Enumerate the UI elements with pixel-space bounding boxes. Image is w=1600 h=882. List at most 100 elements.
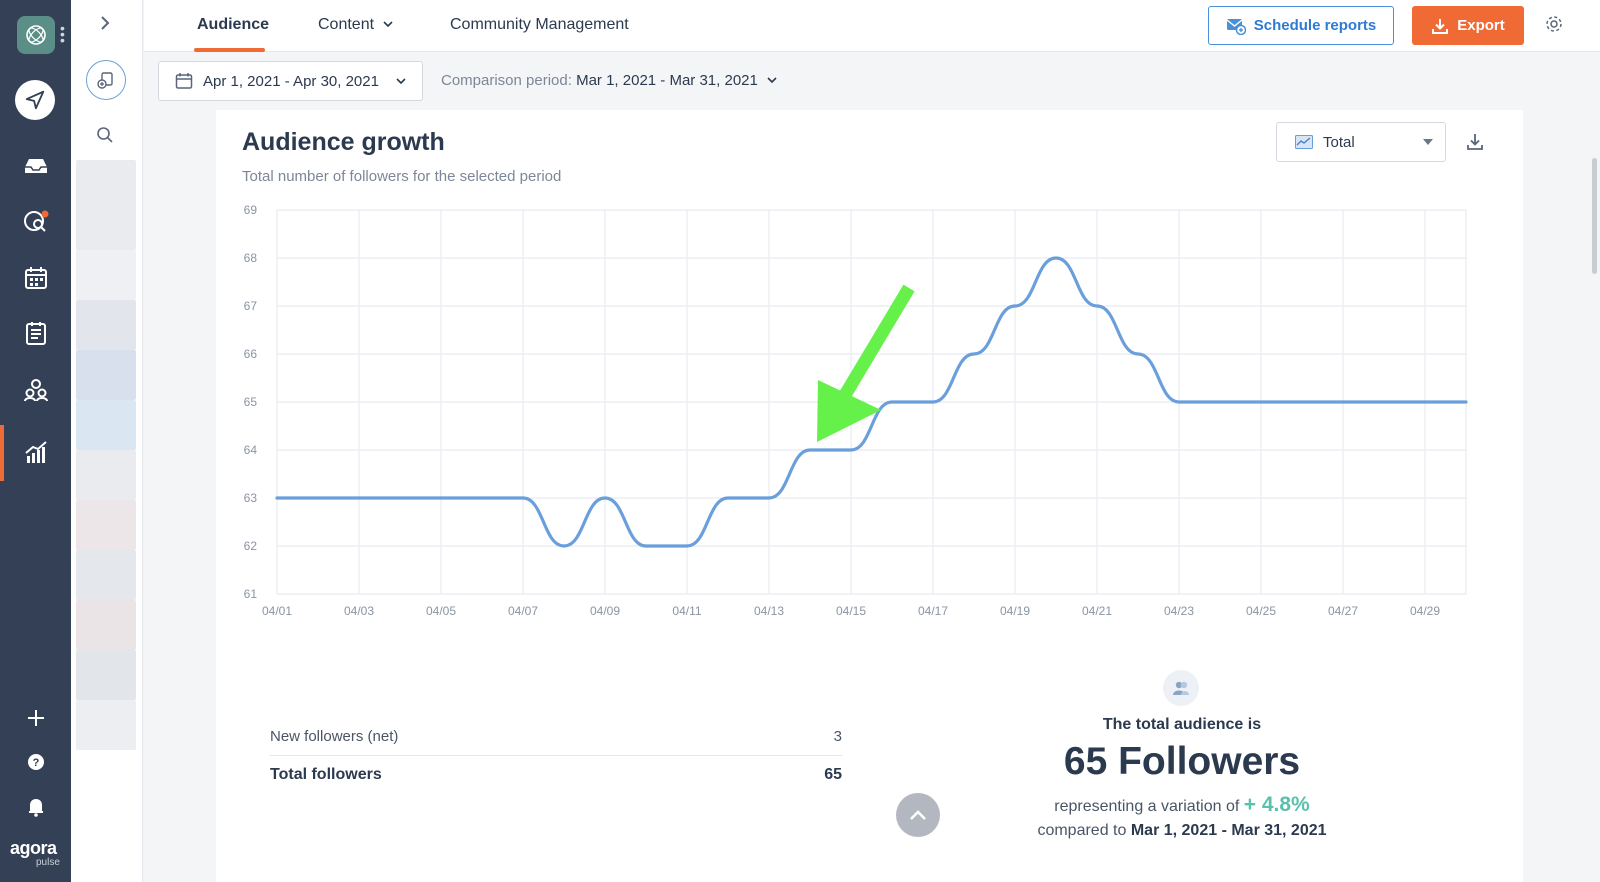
compared-prefix: compared to bbox=[1037, 822, 1127, 839]
total-audience-value: 65 Followers bbox=[1063, 740, 1301, 783]
x-tick-label: 04/09 bbox=[590, 604, 620, 618]
search-icon[interactable] bbox=[96, 126, 114, 149]
annotation-arrow bbox=[817, 284, 915, 442]
reports-icon[interactable] bbox=[16, 433, 56, 473]
y-tick-label: 63 bbox=[244, 491, 258, 505]
profile-item[interactable] bbox=[76, 500, 136, 550]
x-tick-label: 04/21 bbox=[1082, 604, 1112, 618]
chevron-down-icon bbox=[767, 77, 777, 84]
schedule-mail-icon bbox=[1226, 18, 1246, 35]
total-audience-label: The total audience is bbox=[1102, 716, 1262, 733]
schedule-reports-label: Schedule reports bbox=[1253, 17, 1377, 34]
profile-item[interactable] bbox=[76, 450, 136, 500]
total-followers-label: Total followers bbox=[270, 766, 382, 783]
comparison-value: Mar 1, 2021 - Mar 31, 2021 bbox=[576, 72, 758, 89]
inbox-icon[interactable] bbox=[16, 146, 56, 186]
profile-item[interactable] bbox=[76, 700, 136, 750]
add-profile-icon[interactable] bbox=[86, 60, 126, 100]
export-label: Export bbox=[1457, 17, 1505, 34]
help-icon[interactable]: ? bbox=[16, 742, 56, 782]
total-followers-value: 65 bbox=[824, 766, 842, 783]
y-axis: 61 62 63 64 65 66 67 68 69 bbox=[244, 203, 258, 601]
calendar-small-icon bbox=[175, 73, 193, 89]
x-tick-label: 04/27 bbox=[1328, 604, 1358, 618]
calendar-icon[interactable] bbox=[16, 258, 56, 298]
y-tick-label: 62 bbox=[244, 539, 258, 553]
x-tick-label: 04/23 bbox=[1164, 604, 1194, 618]
main-nav: • • • ? agora pulse bbox=[0, 0, 71, 882]
tab-content-label: Content bbox=[318, 16, 375, 33]
x-tick-label: 04/19 bbox=[1000, 604, 1030, 618]
x-tick-label: 04/03 bbox=[344, 604, 374, 618]
chevron-down-icon bbox=[382, 21, 393, 28]
total-followers-row: Total followers 65 bbox=[270, 766, 842, 784]
profile-item[interactable] bbox=[76, 300, 136, 350]
variation-text: representing a variation of + 4.8% bbox=[960, 793, 1404, 817]
x-tick-label: 04/05 bbox=[426, 604, 456, 618]
publish-icon[interactable] bbox=[15, 80, 55, 120]
audience-icon bbox=[1163, 670, 1199, 706]
tab-content[interactable]: Content bbox=[318, 16, 394, 34]
notifications-bell-icon[interactable] bbox=[16, 786, 56, 826]
more-menu-icon[interactable]: • • • bbox=[60, 20, 65, 48]
download-icon bbox=[1432, 18, 1449, 34]
scroll-to-top-button[interactable] bbox=[896, 793, 940, 837]
svg-text:?: ? bbox=[33, 757, 40, 769]
y-tick-label: 69 bbox=[244, 203, 258, 217]
audience-growth-card bbox=[216, 110, 1523, 882]
chevron-up-icon bbox=[910, 810, 926, 820]
metric-select[interactable]: Total bbox=[1276, 122, 1446, 162]
download-chart-icon[interactable] bbox=[1465, 132, 1485, 157]
line-chart-icon bbox=[1295, 135, 1313, 149]
profile-item[interactable] bbox=[76, 600, 136, 650]
tab-audience[interactable]: Audience bbox=[197, 16, 270, 33]
x-tick-label: 04/17 bbox=[918, 604, 948, 618]
card-subtitle: Total number of followers for the select… bbox=[242, 168, 562, 185]
users-icon[interactable] bbox=[16, 370, 56, 410]
gear-icon[interactable] bbox=[1544, 14, 1564, 39]
x-tick-label: 04/07 bbox=[508, 604, 538, 618]
brand-name: agora bbox=[10, 838, 57, 858]
profile-item[interactable] bbox=[76, 400, 136, 450]
profile-item[interactable] bbox=[76, 550, 136, 600]
add-icon[interactable] bbox=[16, 698, 56, 738]
new-followers-label: New followers (net) bbox=[270, 728, 399, 745]
profile-item[interactable] bbox=[76, 250, 136, 300]
x-tick-label: 04/15 bbox=[836, 604, 866, 618]
y-tick-label: 67 bbox=[244, 299, 258, 313]
notes-icon[interactable] bbox=[16, 313, 56, 353]
app-logo-icon[interactable] bbox=[17, 16, 55, 54]
comparison-label: Comparison period: bbox=[441, 72, 572, 89]
x-tick-label: 04/01 bbox=[262, 604, 292, 618]
y-tick-label: 68 bbox=[244, 251, 258, 265]
new-followers-row: New followers (net) 3 bbox=[270, 728, 842, 745]
caret-down-icon bbox=[1423, 139, 1433, 145]
x-tick-label: 04/13 bbox=[754, 604, 784, 618]
metric-select-value: Total bbox=[1323, 133, 1355, 151]
date-range-value: Apr 1, 2021 - Apr 30, 2021 bbox=[203, 72, 379, 90]
listening-icon[interactable] bbox=[16, 201, 56, 241]
expand-chevron-icon[interactable] bbox=[98, 14, 112, 37]
comparison-period-select[interactable]: Comparison period: Mar 1, 2021 - Mar 31,… bbox=[441, 72, 778, 89]
y-tick-label: 61 bbox=[244, 587, 258, 601]
x-tick-label: 04/11 bbox=[672, 604, 701, 618]
y-tick-label: 66 bbox=[244, 347, 258, 361]
x-axis: 04/01 04/03 04/05 04/07 04/09 04/11 04/13 04/15… bbox=[262, 604, 1440, 618]
export-button[interactable]: Export bbox=[1412, 6, 1524, 45]
profile-item[interactable] bbox=[76, 350, 136, 400]
profile-item[interactable] bbox=[76, 650, 136, 700]
variation-value: + 4.8% bbox=[1243, 793, 1310, 816]
tab-community-management[interactable]: Community Management bbox=[450, 16, 629, 33]
date-range-picker[interactable]: Apr 1, 2021 - Apr 30, 2021 bbox=[158, 61, 423, 101]
scrollbar[interactable] bbox=[1592, 158, 1597, 274]
compared-text: compared to Mar 1, 2021 - Mar 31, 2021 bbox=[960, 822, 1404, 840]
data-points bbox=[276, 257, 1467, 547]
profile-item[interactable] bbox=[76, 160, 136, 250]
new-followers-value: 3 bbox=[833, 728, 842, 745]
followers-series-line bbox=[275, 256, 1468, 548]
y-tick-label: 65 bbox=[244, 395, 258, 409]
active-indicator bbox=[0, 425, 4, 481]
schedule-reports-button[interactable]: Schedule reports bbox=[1208, 6, 1394, 45]
x-tick-label: 04/25 bbox=[1246, 604, 1276, 618]
